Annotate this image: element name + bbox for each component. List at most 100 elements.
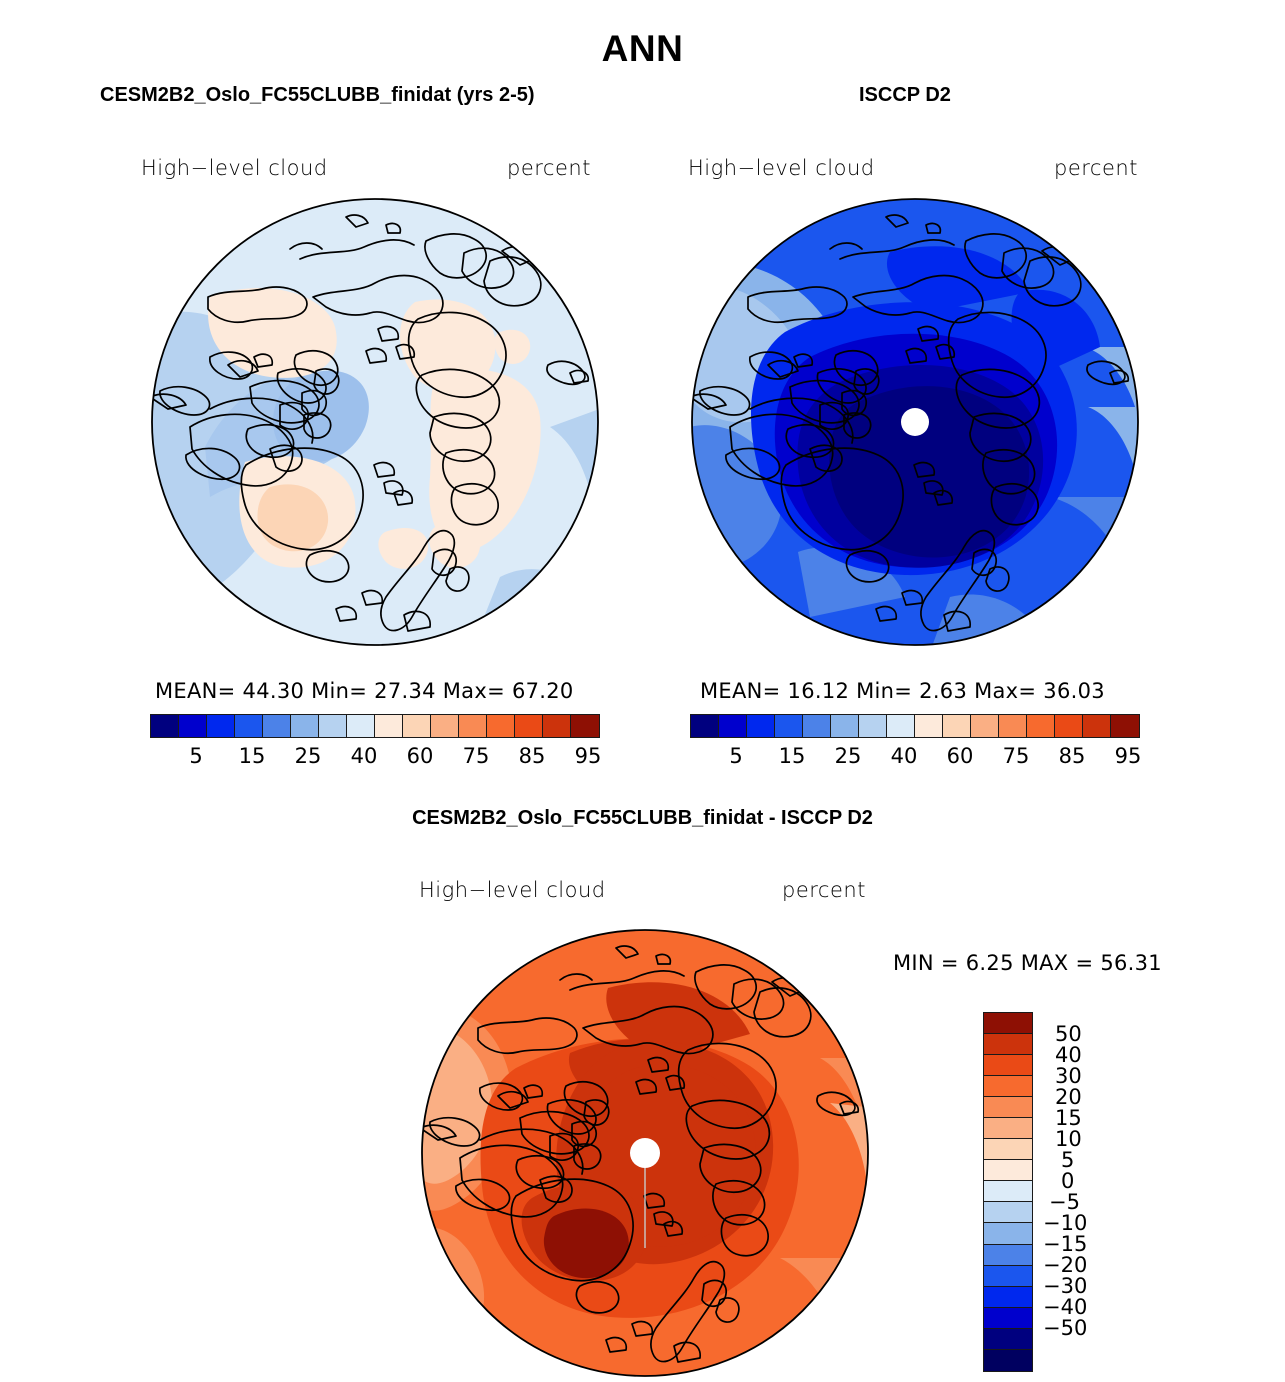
colorbar-cell	[859, 715, 887, 737]
colorbar-cell	[431, 715, 459, 737]
map-outline-circle	[421, 929, 869, 1377]
map-difference	[420, 928, 870, 1378]
cb-tick: 95	[574, 744, 602, 768]
panel-title-difference: CESM2B2_Oslo_FC55CLUBB_finidat - ISCCP D…	[412, 807, 873, 829]
stats-difference: MIN = 6.25 MAX = 56.31	[893, 951, 1162, 975]
colorbar-cell	[984, 1349, 1032, 1371]
cb-tick: 5	[189, 744, 203, 768]
cb-tick: 85	[518, 744, 546, 768]
colorbar-cell	[1111, 715, 1139, 737]
colorbar-cell	[515, 715, 543, 737]
colorbar-cell	[263, 715, 291, 737]
colorbar-cell	[984, 1055, 1032, 1077]
cb-tick: 50	[1055, 1022, 1082, 1046]
cb-tick: 75	[1002, 744, 1030, 768]
difference-contour-fills	[422, 930, 868, 1376]
cb-tick: −20	[1043, 1253, 1088, 1277]
colorbar-model[interactable]	[150, 714, 600, 738]
cb-tick: 15	[778, 744, 806, 768]
cb-tick: −15	[1043, 1232, 1088, 1256]
cb-tick: 5	[729, 744, 743, 768]
stats-obs: MEAN= 16.12 Min= 2.63 Max= 36.03	[700, 679, 1105, 703]
variable-label-difference: High−level cloud	[419, 878, 606, 902]
colorbar-cell	[1083, 715, 1111, 737]
map-obs-high-cloud	[690, 197, 1140, 647]
colorbar-cell	[984, 1160, 1032, 1182]
cb-tick: 75	[462, 744, 490, 768]
colorbar-cell	[831, 715, 859, 737]
colorbar-cell	[775, 715, 803, 737]
colorbar-obs[interactable]	[690, 714, 1140, 738]
colorbar-ticks-obs: 5 15 25 40 60 75 85 95	[690, 744, 1141, 770]
colorbar-cell	[375, 715, 403, 737]
colorbar-cell	[719, 715, 747, 737]
colorbar-ticks-difference: 50 40 30 20 15 10 5 0 −5 −10 −15 −20 −30…	[1041, 1012, 1131, 1372]
page-title: ANN	[601, 28, 684, 69]
obs-contour-fills	[692, 199, 1138, 645]
colorbar-difference[interactable]	[983, 1012, 1033, 1372]
colorbar-cell	[403, 715, 431, 737]
cb-tick: 20	[1055, 1085, 1082, 1109]
cb-tick: 10	[1055, 1127, 1082, 1151]
model-coastlines	[152, 214, 590, 632]
colorbar-cell	[1055, 715, 1083, 737]
cb-tick: 40	[350, 744, 378, 768]
units-label-difference: percent	[782, 878, 866, 902]
cb-tick: 40	[890, 744, 918, 768]
cb-tick: 5	[1061, 1148, 1075, 1172]
colorbar-cell	[984, 1328, 1032, 1350]
variable-label-obs: High−level cloud	[688, 156, 875, 180]
colorbar-cell	[984, 1097, 1032, 1119]
cb-tick: −40	[1043, 1295, 1088, 1319]
units-label-model: percent	[507, 156, 591, 180]
colorbar-cell	[984, 1265, 1032, 1287]
cb-tick: 15	[1055, 1106, 1082, 1130]
colorbar-cell	[984, 1076, 1032, 1098]
colorbar-cell	[347, 715, 375, 737]
colorbar-cell	[291, 715, 319, 737]
cb-tick: 25	[294, 744, 322, 768]
colorbar-cell	[984, 1202, 1032, 1224]
cb-tick: 0	[1061, 1169, 1075, 1193]
cb-tick: −30	[1043, 1274, 1088, 1298]
colorbar-cell	[915, 715, 943, 737]
colorbar-cell	[984, 1139, 1032, 1161]
cb-tick: 25	[834, 744, 862, 768]
colorbar-cell	[571, 715, 599, 737]
colorbar-cell	[984, 1118, 1032, 1140]
colorbar-cell	[691, 715, 719, 737]
pole-marker-icon	[630, 1138, 660, 1168]
colorbar-cell	[984, 1244, 1032, 1266]
colorbar-cell	[984, 1013, 1032, 1035]
colorbar-cell	[999, 715, 1027, 737]
cb-tick: −5	[1049, 1190, 1080, 1214]
pole-marker-icon	[901, 408, 929, 436]
colorbar-cell	[179, 715, 207, 737]
cb-tick: 40	[1055, 1043, 1082, 1067]
colorbar-ticks-model: 5 15 25 40 60 75 85 95	[150, 744, 601, 770]
map-outline-circle	[691, 198, 1139, 646]
colorbar-cell	[943, 715, 971, 737]
cb-tick: 95	[1114, 744, 1142, 768]
colorbar-cell	[1027, 715, 1055, 737]
colorbar-cell	[235, 715, 263, 737]
colorbar-cell	[803, 715, 831, 737]
cb-tick: 60	[406, 744, 434, 768]
cb-tick: −10	[1043, 1211, 1088, 1235]
colorbar-cell	[984, 1223, 1032, 1245]
cb-tick: 60	[946, 744, 974, 768]
variable-label-model: High−level cloud	[141, 156, 328, 180]
units-label-obs: percent	[1054, 156, 1138, 180]
cb-tick: 85	[1058, 744, 1086, 768]
cb-tick: 15	[238, 744, 266, 768]
map-outline-circle	[151, 198, 599, 646]
colorbar-cell	[543, 715, 571, 737]
colorbar-cell	[319, 715, 347, 737]
panel-title-model: CESM2B2_Oslo_FC55CLUBB_finidat (yrs 2-5)	[100, 84, 535, 106]
colorbar-cell	[887, 715, 915, 737]
colorbar-cell	[207, 715, 235, 737]
colorbar-cell	[984, 1286, 1032, 1308]
cb-tick: −50	[1043, 1316, 1088, 1340]
colorbar-cell	[747, 715, 775, 737]
cb-tick: 30	[1055, 1064, 1082, 1088]
